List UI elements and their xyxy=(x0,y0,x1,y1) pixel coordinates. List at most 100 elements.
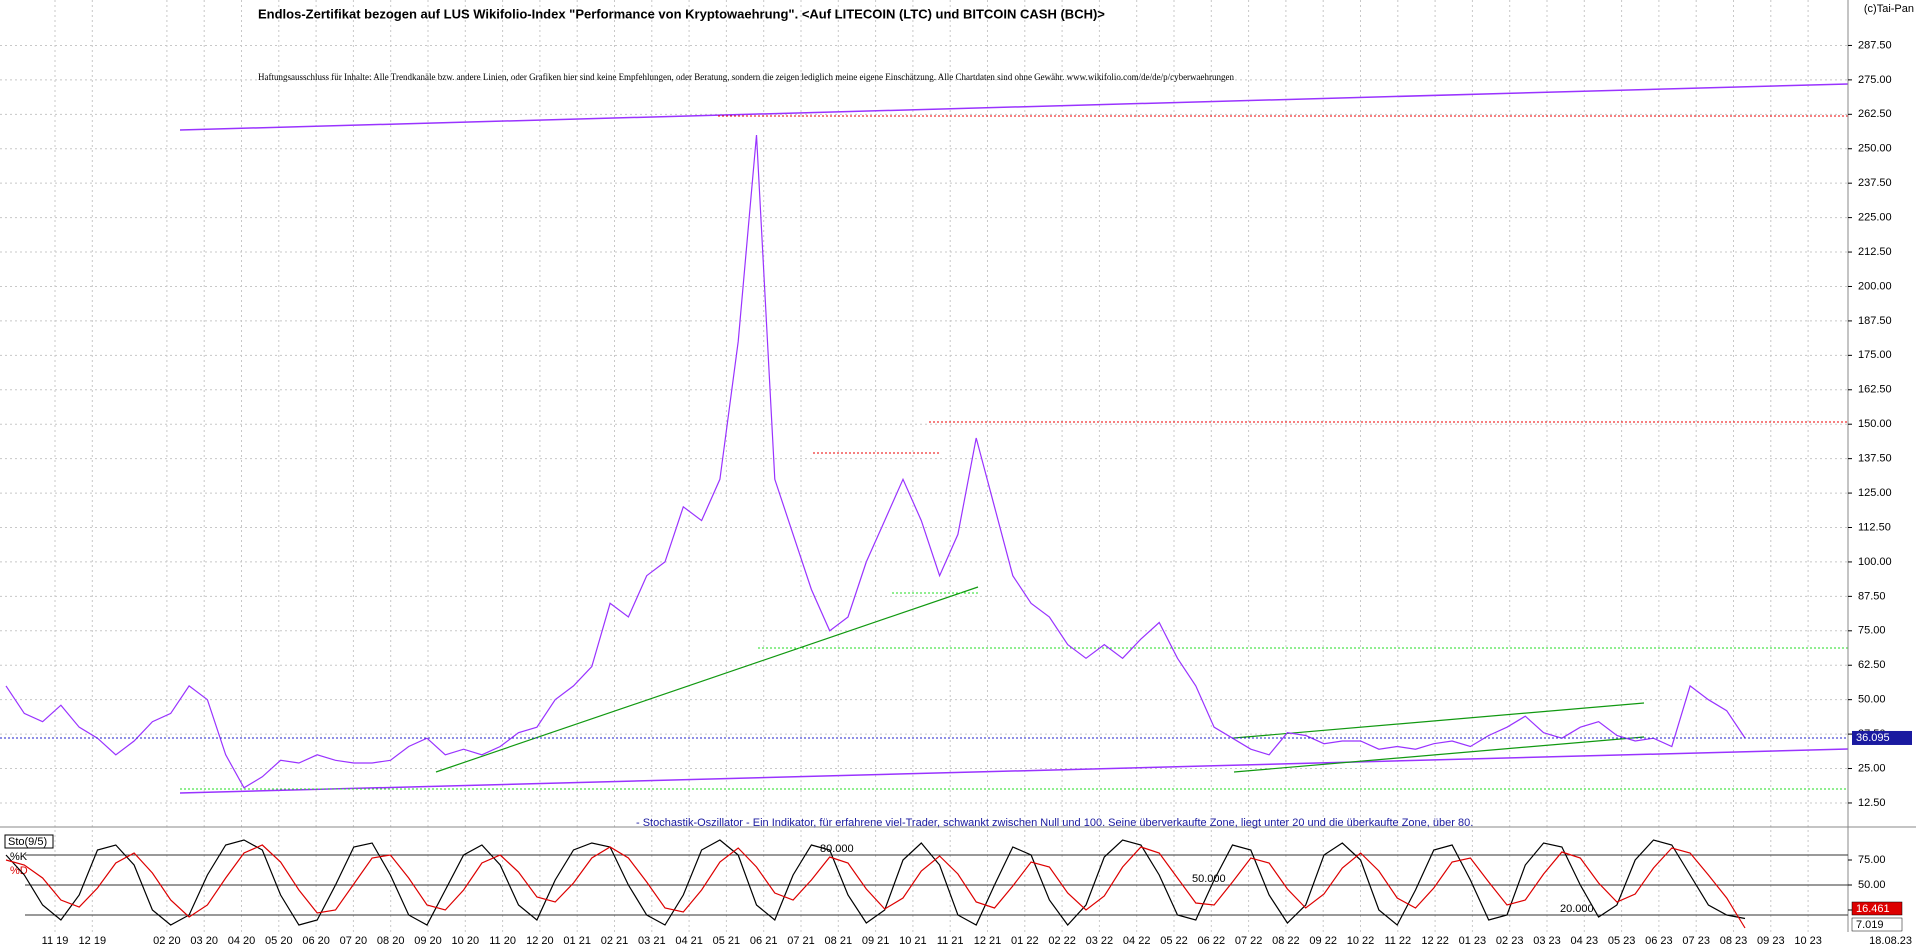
channel-line xyxy=(1233,702,1645,739)
y-tick-label: 237.50 xyxy=(1858,177,1892,189)
value-box xyxy=(1851,901,1903,916)
x-tick-label: 04 22 xyxy=(1123,935,1151,947)
x-tick-label: 12 21 xyxy=(974,935,1002,947)
y-tick-label: 262.50 xyxy=(1858,108,1892,120)
x-tick-label: 12 19 xyxy=(79,935,107,947)
value-box xyxy=(1851,917,1903,932)
y-tick-label: 175.00 xyxy=(1858,349,1892,361)
x-tick-label: 12 22 xyxy=(1421,935,1449,947)
x-tick-label: 04 23 xyxy=(1571,935,1599,947)
x-tick-label: 10 23 xyxy=(1794,935,1822,947)
legend-d: %D xyxy=(10,865,28,877)
current-price-box xyxy=(1852,730,1912,745)
channel-line xyxy=(1233,736,1645,773)
x-tick-label: 08 20 xyxy=(377,935,405,947)
copyright: (c)Tai-Pan xyxy=(1864,3,1914,15)
y-tick-label: 12.50 xyxy=(1858,797,1886,809)
value-label: 16.461 xyxy=(1856,903,1890,915)
x-tick-label: 04 21 xyxy=(675,935,703,947)
x-tick-label: 03 23 xyxy=(1533,935,1561,947)
x-tick-label: 06 23 xyxy=(1645,935,1673,947)
x-tick-label: 01 23 xyxy=(1459,935,1487,947)
grid xyxy=(0,0,1848,932)
y-tick-label: 275.00 xyxy=(1858,74,1892,86)
x-tick-label: 02 22 xyxy=(1048,935,1076,947)
y-tick-label: 287.50 xyxy=(1858,39,1892,51)
x-tick-label: 01 22 xyxy=(1011,935,1039,947)
x-tick-label: 06 21 xyxy=(750,935,778,947)
y-tick-label: 75.00 xyxy=(1858,625,1886,637)
y-tick-label: 75.00 xyxy=(1858,854,1886,866)
line xyxy=(5,134,1746,789)
y-tick-label: 125.00 xyxy=(1858,487,1892,499)
y-tick-label: 137.50 xyxy=(1858,453,1892,465)
x-tick-label: 10 20 xyxy=(452,935,480,947)
x-tick-label: 08 22 xyxy=(1272,935,1300,947)
x-tick-label: 08 21 xyxy=(825,935,853,947)
value-label: 7.019 xyxy=(1856,919,1884,931)
x-tick-label: 09 23 xyxy=(1757,935,1785,947)
legend-k: %K xyxy=(10,851,28,863)
chart-title: Endlos-Zertifikat bezogen auf LUS Wikifo… xyxy=(258,6,1105,21)
x-tick-label: 02 20 xyxy=(153,935,181,947)
indicator-description: - Stochastik-Oszillator - Ein Indikator,… xyxy=(636,817,1473,829)
y-tick-label: 87.50 xyxy=(1858,590,1886,602)
y-tick-label: 162.50 xyxy=(1858,384,1892,396)
x-tick-label: 03 20 xyxy=(190,935,218,947)
y-tick-label: 50.00 xyxy=(1858,694,1886,706)
trend-lines xyxy=(179,83,1849,794)
level-label: 20.000 xyxy=(1560,903,1594,915)
x-tick-label: 01 21 xyxy=(563,935,591,947)
current-price-label: 36.095 xyxy=(1856,732,1890,744)
x-tick-label: 11 21 xyxy=(937,935,964,947)
line xyxy=(5,844,1746,929)
x-tick-label: 03 22 xyxy=(1086,935,1114,947)
x-tick-label: 10 22 xyxy=(1347,935,1375,947)
y-tick-label: 50.00 xyxy=(1858,879,1886,891)
x-tick-label: 03 21 xyxy=(638,935,666,947)
y-tick-label: 150.00 xyxy=(1858,418,1892,430)
trend-line xyxy=(435,586,979,773)
y-tick-label: 25.00 xyxy=(1858,762,1886,774)
x-tick-label: 06 22 xyxy=(1198,935,1226,947)
level-label: 50.000 xyxy=(1192,873,1226,885)
y-tick-label: 250.00 xyxy=(1858,143,1892,155)
x-tick-label: 09 21 xyxy=(862,935,890,947)
x-tick-label: 05 21 xyxy=(713,935,741,947)
x-tick-label: 07 23 xyxy=(1682,935,1710,947)
y-tick-label: 100.00 xyxy=(1858,556,1892,568)
y-tick-label: 187.50 xyxy=(1858,315,1892,327)
y-tick-label: 225.00 xyxy=(1858,212,1892,224)
x-tick-label: 08 23 xyxy=(1720,935,1748,947)
line xyxy=(5,839,1746,926)
date-label: 18.08.23 xyxy=(1869,935,1912,947)
y-tick-label: 112.50 xyxy=(1858,521,1891,533)
trend-line xyxy=(179,83,1849,131)
x-tick-label: 11 19 xyxy=(42,935,69,947)
trend-line xyxy=(179,748,1849,794)
y-tick-label: 200.00 xyxy=(1858,280,1892,292)
x-tick-label: 05 23 xyxy=(1608,935,1636,947)
x-tick-label: 07 20 xyxy=(340,935,368,947)
x-tick-label: 11 20 xyxy=(489,935,516,947)
x-tick-label: 10 21 xyxy=(899,935,927,947)
level-label: 80.000 xyxy=(820,843,854,855)
indicator-box xyxy=(4,834,54,849)
x-tick-label: 05 22 xyxy=(1160,935,1188,947)
x-tick-label: 04 20 xyxy=(228,935,256,947)
x-tick-label: 11 22 xyxy=(1384,935,1411,947)
x-tick-label: 05 20 xyxy=(265,935,293,947)
x-tick-label: 07 22 xyxy=(1235,935,1263,947)
indicator-title: Sto(9/5) xyxy=(8,836,47,848)
x-tick-label: 07 21 xyxy=(787,935,815,947)
x-tick-label: 12 20 xyxy=(526,935,554,947)
x-tick-label: 02 21 xyxy=(601,935,629,947)
disclaimer: Haftungsausschluss für Inhalte: Alle Tre… xyxy=(258,72,1235,82)
x-tick-label: 09 20 xyxy=(414,935,442,947)
y-tick-label: 212.50 xyxy=(1858,246,1892,258)
x-tick-label: 06 20 xyxy=(302,935,330,947)
x-tick-label: 09 22 xyxy=(1309,935,1337,947)
y-tick-label: 62.50 xyxy=(1858,659,1886,671)
